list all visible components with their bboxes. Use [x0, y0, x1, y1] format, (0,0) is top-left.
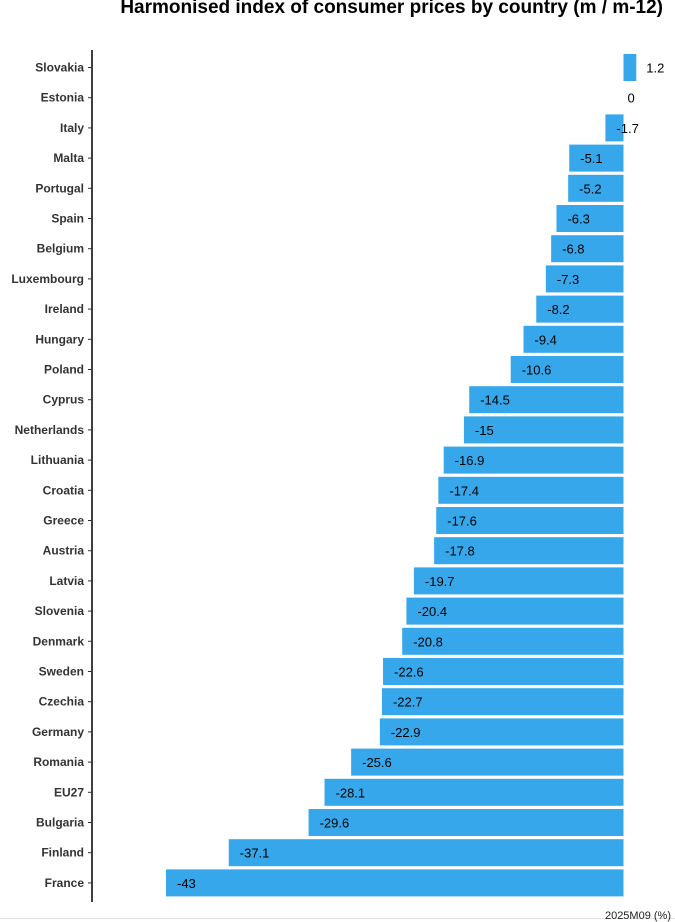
data-label-finland: -37.1	[240, 846, 270, 861]
data-label-belgium: -6.8	[562, 242, 584, 257]
data-label-italy: -1.7	[616, 121, 638, 136]
bar-poland	[510, 356, 624, 383]
bar-germany	[379, 718, 624, 746]
data-label-bulgaria: -29.6	[320, 816, 350, 831]
data-label-malta: -5.1	[580, 151, 602, 166]
data-label-sweden: -22.6	[394, 665, 424, 680]
y-tick-label-czechia: Czechia	[39, 695, 85, 709]
y-tick-label-france: France	[45, 876, 85, 890]
bar-croatia	[438, 476, 624, 504]
bar-portugal	[568, 174, 624, 202]
data-label-portugal: -5.2	[579, 181, 601, 196]
data-label-cyprus: -14.5	[480, 393, 510, 408]
bar-eu27	[324, 778, 624, 806]
y-tick-label-romania: Romania	[33, 755, 84, 769]
bar-bulgaria	[308, 809, 624, 836]
bar-denmark	[402, 627, 624, 655]
bar-france	[166, 869, 624, 897]
y-tick-label-greece: Greece	[43, 514, 84, 528]
y-tick-label-croatia: Croatia	[43, 483, 85, 497]
y-tick-label-cyprus: Cyprus	[43, 393, 85, 407]
data-label-spain: -6.3	[567, 212, 589, 227]
data-label-hungary: -9.4	[534, 332, 556, 347]
data-label-latvia: -19.7	[425, 574, 455, 589]
data-label-france: -43	[177, 876, 196, 891]
y-tick-label-denmark: Denmark	[33, 634, 85, 648]
bar-hungary	[523, 325, 624, 353]
bar-greece	[436, 507, 624, 534]
data-label-netherlands: -15	[475, 423, 494, 438]
y-tick-label-bulgaria: Bulgaria	[36, 816, 84, 830]
y-tick-label-netherlands: Netherlands	[15, 423, 85, 437]
bar-lithuania	[443, 446, 624, 474]
data-label-eu27: -28.1	[336, 785, 366, 800]
data-label-germany: -22.9	[391, 725, 421, 740]
y-tick-label-germany: Germany	[32, 725, 84, 739]
data-label-poland: -10.6	[522, 363, 552, 378]
bar-romania	[351, 748, 624, 776]
data-label-greece: -17.6	[447, 514, 477, 529]
y-tick-label-latvia: Latvia	[49, 574, 84, 588]
y-tick-label-estonia: Estonia	[41, 91, 85, 105]
y-tick-label-austria: Austria	[43, 544, 85, 558]
bar-netherlands	[463, 416, 624, 444]
data-label-austria: -17.8	[445, 544, 475, 559]
data-label-ireland: -8.2	[547, 302, 569, 317]
y-tick-label-belgium: Belgium	[37, 242, 84, 256]
chart-title: Harmonised index of consumer prices by c…	[120, 0, 663, 18]
data-label-slovenia: -20.4	[417, 604, 447, 619]
bar-slovakia	[623, 54, 637, 81]
bar-belgium	[551, 235, 624, 263]
bar-italy	[605, 114, 624, 142]
y-tick-label-lithuania: Lithuania	[31, 453, 85, 467]
bottom-rule	[0, 918, 675, 919]
bar-malta	[569, 144, 624, 172]
y-tick-label-luxembourg: Luxembourg	[11, 272, 84, 286]
y-tick-label-slovenia: Slovenia	[35, 604, 85, 618]
bar-luxembourg	[545, 265, 624, 293]
bar-finland	[228, 839, 624, 867]
bar-ireland	[536, 295, 624, 323]
y-tick-label-malta: Malta	[53, 151, 84, 165]
y-tick-label-eu27: EU27	[54, 785, 84, 799]
data-label-romania: -25.6	[362, 755, 392, 770]
y-tick-label-finland: Finland	[41, 846, 84, 860]
y-tick-label-slovakia: Slovakia	[35, 61, 84, 75]
bar-latvia	[413, 567, 624, 595]
y-tick-label-portugal: Portugal	[35, 181, 84, 195]
y-tick-label-italy: Italy	[60, 121, 84, 135]
footer-note: 2025M09 (%)	[604, 910, 671, 922]
data-label-luxembourg: -7.3	[557, 272, 579, 287]
y-tick-label-spain: Spain	[51, 212, 84, 226]
data-label-croatia: -17.4	[449, 483, 479, 498]
bar-czechia	[381, 688, 624, 716]
bar-slovenia	[406, 597, 624, 625]
bar-sweden	[383, 658, 624, 685]
y-tick-label-sweden: Sweden	[39, 665, 84, 679]
y-tick-label-hungary: Hungary	[35, 332, 84, 346]
data-label-denmark: -20.8	[413, 634, 443, 649]
data-label-slovakia: 1.2	[646, 61, 664, 76]
bar-austria	[434, 537, 624, 565]
bar-cyprus	[469, 386, 624, 414]
y-tick-label-ireland: Ireland	[45, 302, 84, 316]
y-tick-label-poland: Poland	[44, 363, 84, 377]
data-label-lithuania: -16.9	[455, 453, 485, 468]
data-label-estonia: 0	[628, 91, 635, 106]
bar-spain	[556, 205, 624, 232]
data-label-czechia: -22.7	[393, 695, 423, 710]
